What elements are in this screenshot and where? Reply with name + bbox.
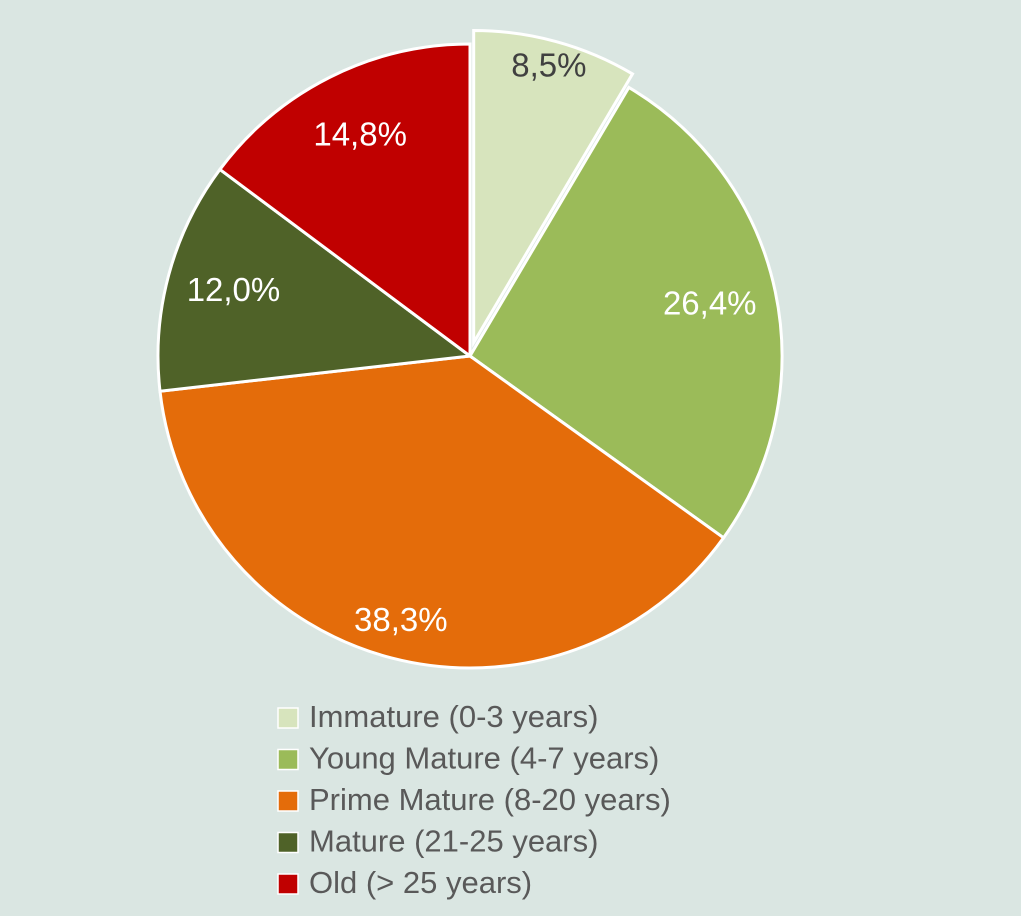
legend-swatch [277, 873, 299, 895]
legend-label: Immature (0-3 years) [309, 699, 598, 734]
legend-label: Prime Mature (8-20 years) [309, 782, 671, 817]
legend-swatch [277, 748, 299, 771]
legend-label: Young Mature (4-7 years) [309, 741, 659, 776]
legend-swatch [277, 707, 299, 729]
legend-label: Old (> 25 years) [309, 865, 532, 900]
legend-label: Mature (21-25 years) [309, 824, 598, 859]
data-label: 26,4% [663, 284, 757, 321]
pie-slice [158, 354, 726, 670]
legend-swatch [277, 831, 299, 854]
data-label: 12,0% [187, 271, 281, 308]
data-label: 38,3% [354, 601, 448, 638]
pie-slice [217, 42, 472, 359]
pie-slice [156, 167, 474, 393]
data-label: 14,8% [313, 116, 407, 153]
legend-swatch [277, 790, 299, 812]
pie-slice [468, 85, 784, 540]
pie-slice [472, 28, 635, 348]
data-label: 8,5% [511, 46, 586, 83]
